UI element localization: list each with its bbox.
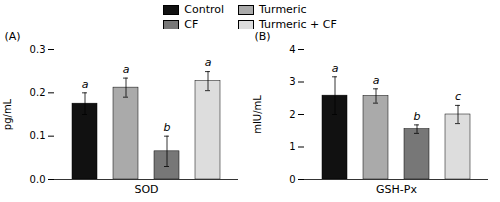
- svg-text:GSH-Px: GSH-Px: [376, 183, 417, 196]
- svg-text:0.2: 0.2: [30, 87, 46, 98]
- svg-text:(B): (B): [255, 30, 271, 43]
- svg-text:1: 1: [289, 141, 295, 152]
- svg-text:b: b: [414, 110, 421, 123]
- html-text:Turmeric + CF: Turmeric + CF: [259, 18, 337, 31]
- html-text:Control: Control: [184, 3, 224, 16]
- svg-text:0.0: 0.0: [30, 174, 46, 185]
- svg-text:4: 4: [289, 44, 295, 55]
- svg-text:pg/mL: pg/mL: [2, 98, 13, 130]
- svg-text:a: a: [332, 62, 339, 75]
- svg-text:2: 2: [289, 109, 295, 120]
- svg-text:b: b: [164, 121, 171, 134]
- svg-text:0.3: 0.3: [30, 44, 46, 55]
- svg-text:0: 0: [289, 174, 295, 185]
- html-text:CF: CF: [184, 18, 199, 31]
- svg-text:SOD: SOD: [134, 183, 158, 196]
- html-text:Turmeric: Turmeric: [259, 3, 307, 16]
- svg-text:0.1: 0.1: [30, 130, 46, 141]
- svg-text:a: a: [205, 56, 212, 69]
- svg-text:c: c: [455, 90, 461, 103]
- svg-text:a: a: [82, 78, 89, 91]
- svg-text:(A): (A): [5, 30, 21, 43]
- svg-text:mIU/mL: mIU/mL: [252, 95, 263, 134]
- svg-text:a: a: [373, 74, 380, 87]
- svg-text:a: a: [123, 63, 130, 76]
- svg-text:3: 3: [289, 76, 295, 87]
